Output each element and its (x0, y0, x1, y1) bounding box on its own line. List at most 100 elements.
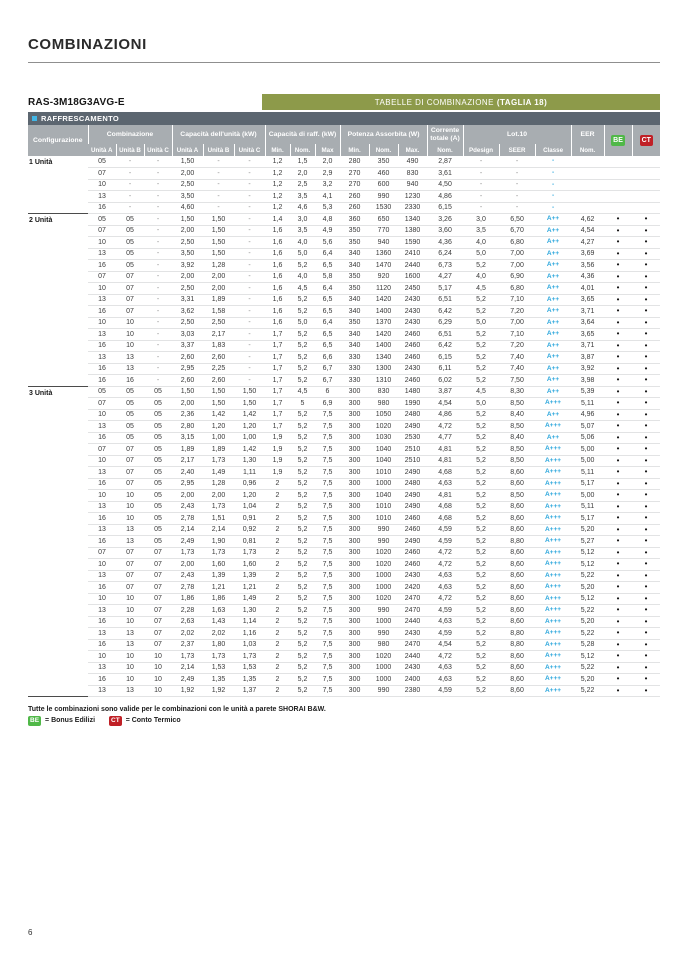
cell-raff-max: 7,5 (315, 455, 341, 467)
cell-be: • (604, 432, 633, 444)
table-row: 13- -3,50- -1,2 3,5 4,1 260 990 1230 4,86- - - (28, 190, 661, 203)
cell-pot-max: 2490 (398, 489, 428, 502)
cell-classe: A+++ (535, 685, 572, 697)
cell-pot-min: 300 (340, 443, 370, 456)
cell-cap-b: 1,49 (203, 466, 234, 479)
cell-unita-c: 10 (144, 673, 172, 686)
cell-eer-nom: 4,36 (571, 271, 605, 283)
cell-pot-max: 2400 (398, 673, 428, 686)
cell-unita-a: 13 (88, 662, 116, 674)
cell-classe: A+++ (535, 397, 572, 410)
cell-pot-max: 2460 (398, 512, 428, 525)
cell-cap-b: 2,60 (203, 351, 234, 364)
cell-pot-min: 350 (340, 225, 370, 237)
cell-raff-max: 6,7 (315, 374, 341, 387)
cell-corrente-nom: 6,51 (427, 294, 464, 306)
cell-cap-c: 1,30 (234, 455, 265, 467)
cell-unita-b: - (116, 156, 144, 168)
cell-pot-max: 2460 (398, 340, 428, 352)
cell-cap-c: 1,60 (234, 558, 265, 571)
cell-raff-min: 1,7 (265, 385, 290, 398)
cell-pdesign: 5,2 (463, 478, 500, 490)
cell-cap-c: 1,04 (234, 501, 265, 513)
cell-classe: A+++ (535, 489, 572, 502)
cell-pot-max: 2490 (398, 535, 428, 548)
cell-pdesign: 5,2 (463, 351, 500, 364)
cell-pot-min: 350 (340, 271, 370, 283)
page-content: COMBINAZIONI RAS-3M18G3AVG-E TABELLE DI … (28, 36, 661, 726)
cell-pot-max: 2430 (398, 317, 428, 329)
cell-raff-nom: 5,2 (290, 593, 315, 605)
cell-pot-min: 300 (340, 639, 370, 651)
cell-pdesign: 3,5 (463, 225, 500, 237)
cell-unita-c: 05 (144, 512, 172, 525)
cell-cap-c: - (234, 294, 265, 306)
cell-cap-a: 2,60 (172, 351, 203, 364)
cell-unita-c: 05 (144, 489, 172, 502)
table-row: 10 07 05 2,17 1,73 1,30 1,9 5,2 7,5 300 1040 2510 4,… (28, 455, 661, 467)
cell-seer: 7,20 (499, 340, 536, 352)
cell-pdesign: 5,2 (463, 363, 500, 375)
cell-pot-max: 2490 (398, 420, 428, 433)
cell-eer-nom: 5,07 (571, 420, 605, 433)
cell-raff-max: 7,5 (315, 604, 341, 617)
cell-corrente-nom: 4,81 (427, 489, 464, 502)
cell-ct: • (632, 271, 661, 283)
table-row: 10 10-2,50 2,50-1,6 5,0 6,4 350 1370 2430 6,29 5,… (28, 317, 661, 329)
footnote-legend: BE = Bonus Edilizi CT = Conto Termico (28, 716, 660, 726)
cell-ct: • (632, 374, 661, 387)
cell-classe: A+++ (535, 604, 572, 617)
table-row: 13 10-3,03 2,17-1,7 5,2 6,5 340 1420 2460 6,51 5,… (28, 328, 661, 341)
cell-pot-nom: 1020 (369, 420, 399, 433)
cell-unita-a: 07 (88, 271, 116, 283)
cell-raff-nom: 5,2 (290, 363, 315, 375)
cell-cap-a: 2,80 (172, 420, 203, 433)
cell-raff-max: 5,3 (315, 202, 341, 214)
cell-raff-min: 1,4 (265, 213, 290, 226)
cell-raff-nom: 3,5 (290, 225, 315, 237)
cell-classe: - (535, 190, 572, 203)
cell-unita-a: 07 (88, 547, 116, 559)
cell-pot-min: 300 (340, 409, 370, 421)
table-row: 16 10 07 2,63 1,43 1,14 2 5,2 7,5 300 1000 2440 4,63… (28, 616, 661, 628)
cell-corrente-nom: 6,51 (427, 328, 464, 341)
col-sub-classe: Classe (534, 144, 572, 156)
cell-corrente-nom: 4,72 (427, 558, 464, 571)
cell-seer: 7,40 (499, 351, 536, 364)
cell-seer: 8,50 (499, 455, 536, 467)
cell-pot-min: 340 (340, 328, 370, 341)
cell-pdesign: 4,5 (463, 385, 500, 398)
cell-unita-b: 05 (116, 420, 144, 433)
cell-unita-b: 05 (116, 409, 144, 421)
cell-raff-nom: 5,2 (290, 604, 315, 617)
cell-seer: 8,60 (499, 570, 536, 582)
cell-cap-c: - (234, 259, 265, 272)
cell-ct: • (632, 570, 661, 582)
cell-ct (632, 190, 661, 203)
cell-pot-nom: 1000 (369, 581, 399, 594)
cell-cap-a: 2,50 (172, 282, 203, 295)
cell-pot-max: 2510 (398, 443, 428, 456)
cell-pot-min: 330 (340, 363, 370, 375)
cell-unita-b: 07 (116, 478, 144, 490)
cell-unita-a: 13 (88, 501, 116, 513)
cell-raff-nom: 5,2 (290, 305, 315, 318)
cell-seer: 6,70 (499, 225, 536, 237)
cell-unita-b: - (116, 167, 144, 180)
cell-unita-a: 16 (88, 673, 116, 686)
cell-cap-a: 1,86 (172, 593, 203, 605)
cell-pot-min: 300 (340, 685, 370, 697)
cell-classe: A+++ (535, 524, 572, 536)
cell-eer-nom: 3,64 (571, 317, 605, 329)
cell-corrente-nom: 4,59 (427, 604, 464, 617)
cell-eer-nom: 5,22 (571, 570, 605, 582)
cell-be (604, 156, 633, 168)
cell-eer-nom: 5,22 (571, 685, 605, 697)
cell-unita-b: 07 (116, 294, 144, 306)
cell-unita-b: 10 (116, 317, 144, 329)
footnotes: Tutte le combinazioni sono valide per le… (28, 706, 660, 726)
cell-cap-c: 1,21 (234, 581, 265, 594)
cell-ct: • (632, 282, 661, 295)
cell-corrente-nom: 6,15 (427, 351, 464, 364)
cell-pot-max: 2440 (398, 616, 428, 628)
